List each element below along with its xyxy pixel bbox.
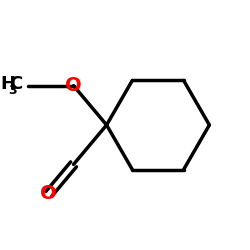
Text: C: C bbox=[9, 76, 22, 94]
Text: H: H bbox=[0, 76, 15, 94]
Text: O: O bbox=[40, 184, 57, 204]
Text: O: O bbox=[65, 76, 82, 95]
Text: 3: 3 bbox=[8, 84, 16, 98]
